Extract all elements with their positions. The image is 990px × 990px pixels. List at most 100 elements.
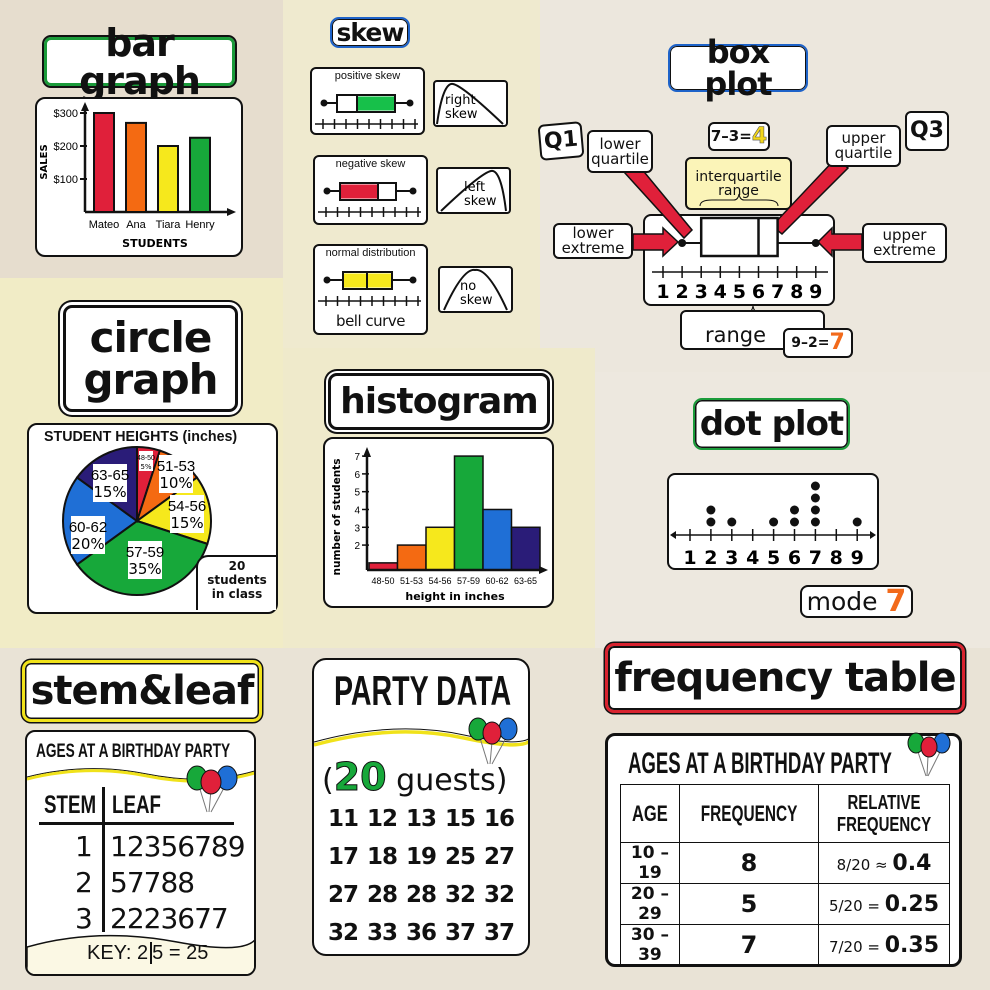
key-label: KEY: bbox=[87, 942, 132, 964]
curve-label-line2: skew bbox=[460, 293, 493, 308]
pie-label-bg bbox=[128, 541, 162, 579]
min-dot bbox=[678, 239, 687, 247]
x-tick-label: 54-56 bbox=[428, 576, 451, 586]
age-cell: 20 – 29 bbox=[620, 883, 680, 925]
stem-value: 1 bbox=[75, 830, 93, 863]
balloons-icon bbox=[186, 765, 238, 813]
party-age-value: 37 bbox=[445, 920, 476, 946]
number-label: 6 bbox=[752, 281, 765, 303]
lower-extreme-l2: extreme bbox=[561, 239, 625, 257]
party-age-value: 27 bbox=[328, 882, 359, 908]
x-tick-label: 51-53 bbox=[400, 576, 423, 586]
party-data-card: PARTY DATA (20 guests) 11 12 13 15 16 17 18 19 2… bbox=[312, 658, 530, 956]
lower-quartile-l1: lower bbox=[599, 134, 641, 153]
number-label: 1 bbox=[656, 281, 669, 303]
y-tick-label: $300 bbox=[54, 108, 78, 120]
distribution-curve bbox=[436, 82, 504, 125]
iqr-brace bbox=[699, 193, 779, 207]
y-tick-label: 5 bbox=[354, 488, 360, 499]
dot bbox=[706, 505, 716, 515]
leaf-value: 2223677 bbox=[110, 902, 229, 935]
leaf-value: 57788 bbox=[110, 866, 195, 899]
mode-label: mode 7 bbox=[800, 585, 913, 618]
bell-curve-label: bell curve bbox=[336, 312, 405, 330]
relative-calc: 8/20 ≈ bbox=[836, 855, 893, 874]
upper-quartile-l1: upper bbox=[841, 129, 886, 147]
range-calc-text: 9–2= bbox=[791, 335, 830, 351]
party-age-value: 12 bbox=[367, 806, 398, 832]
guests-text: guests) bbox=[396, 763, 508, 798]
frequency-cell: 5 bbox=[678, 883, 820, 925]
x-tick-label: 57-59 bbox=[457, 576, 480, 586]
dot bbox=[769, 517, 779, 527]
whisker-dot bbox=[409, 276, 417, 284]
skew-curve-card-2 bbox=[438, 266, 513, 313]
frequency-table-card: AGES AT A BIRTHDAY PARTY AGE FREQUENCY R… bbox=[605, 732, 962, 967]
number-label: 9 bbox=[809, 281, 822, 303]
number-label: 5 bbox=[767, 547, 780, 569]
party-age-value: 19 bbox=[406, 844, 437, 870]
pie-slice-label: 57-59 bbox=[126, 544, 164, 561]
dot bbox=[810, 505, 820, 515]
note-l2: students bbox=[207, 572, 267, 587]
pie-label-bg bbox=[71, 516, 105, 554]
number-label: 5 bbox=[733, 281, 746, 303]
curve-label-line1: right bbox=[445, 93, 476, 108]
dot bbox=[810, 517, 820, 527]
circle-graph-title-l1: circle bbox=[89, 312, 213, 362]
number-label: 7 bbox=[771, 281, 784, 303]
distribution-curve bbox=[443, 268, 508, 311]
q3-label: Q3 bbox=[905, 111, 949, 151]
party-age-value: 37 bbox=[484, 920, 515, 946]
relative-calc: 7/20 = bbox=[828, 937, 885, 956]
lower-extreme-l1: lower bbox=[572, 224, 614, 242]
stem-value: 3 bbox=[75, 902, 93, 935]
whisker-dot bbox=[406, 99, 414, 107]
arrow-upper-extreme bbox=[816, 226, 863, 258]
pie-label-bg bbox=[170, 495, 204, 533]
box-fill bbox=[358, 96, 394, 111]
y-tick-label: 2 bbox=[354, 541, 360, 552]
iqr-calc: 7–3= 4 bbox=[708, 122, 770, 151]
pie-chart: 48-505% 51-5310%54-5615%57-5935%60-6220%6… bbox=[62, 445, 212, 596]
dot bbox=[790, 517, 799, 527]
table-header-row: AGE FREQUENCY RELATIVE FREQUENCY bbox=[620, 784, 950, 843]
number-label: 7 bbox=[809, 547, 822, 569]
relative-calc: 5/20 = bbox=[828, 896, 885, 915]
upper-quartile-label: upper quartile bbox=[826, 125, 901, 167]
number-label: 1 bbox=[683, 547, 696, 569]
bar-ana bbox=[125, 121, 147, 213]
arrow-left bbox=[670, 531, 676, 539]
iqr-label-line1: interquartile bbox=[695, 168, 782, 185]
number-label: 2 bbox=[675, 281, 688, 303]
y-tick-label: $100 bbox=[54, 174, 78, 186]
guest-count: (20 guests) bbox=[322, 755, 508, 800]
bar-chart: $100 $200 $300 SALES Mateo Ana Tiara Henry STUDE… bbox=[39, 102, 236, 250]
pie-slice-label: 48-50 bbox=[137, 455, 155, 462]
stem-divider-h bbox=[39, 822, 234, 825]
party-age-value: 15 bbox=[445, 806, 476, 832]
yellow-ribbon bbox=[314, 728, 528, 747]
number-label: 6 bbox=[788, 547, 801, 569]
dot bbox=[810, 481, 820, 491]
x-tick-label: 48-50 bbox=[371, 576, 394, 586]
number-label: 4 bbox=[746, 547, 759, 569]
curve-label-line1: left bbox=[464, 180, 485, 195]
x-axis-arrow bbox=[227, 208, 236, 216]
pie-slice-percent: 20% bbox=[71, 535, 104, 553]
skew-box-plot bbox=[315, 94, 418, 129]
frequency-cell: 8 bbox=[678, 842, 820, 884]
stem-leaf-card: AGES AT A BIRTHDAY PARTY STEM LEAF 1 1235… bbox=[25, 730, 256, 976]
number-label: 9 bbox=[851, 547, 864, 569]
arrow-lower-extreme bbox=[632, 226, 680, 258]
range-calc: 9–2= 7 bbox=[783, 328, 853, 358]
pie-slice-label: 60-62 bbox=[69, 519, 107, 536]
party-age-value: 33 bbox=[367, 920, 398, 946]
pie-label-bg bbox=[159, 455, 193, 493]
y-tick-label: 4 bbox=[354, 505, 360, 516]
y-axis-arrow bbox=[363, 447, 371, 457]
lower-extreme-label: lower extreme bbox=[553, 223, 633, 259]
